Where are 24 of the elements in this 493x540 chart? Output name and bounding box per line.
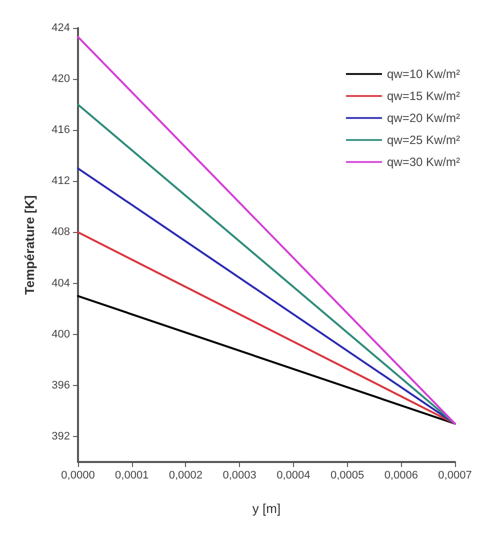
x-tick-label: 0,0004 [276, 470, 310, 482]
y-tick-label: 416 [52, 124, 70, 136]
x-tick-label: 0,0005 [330, 470, 364, 482]
x-tick-label: 0,0007 [438, 470, 472, 482]
legend-label: qw=30 Kw/m² [386, 155, 460, 169]
x-axis-title: y [m] [252, 501, 281, 516]
y-tick-label: 400 [52, 328, 70, 340]
y-tick-label: 424 [52, 22, 70, 34]
y-tick-label: 404 [52, 277, 70, 290]
legend-label: qw=10 Kw/m² [386, 67, 460, 81]
x-tick-label: 0,0006 [384, 470, 418, 482]
x-tick-label: 0,0003 [222, 470, 256, 482]
y-axis-title: Température [K] [22, 195, 37, 295]
x-tick-label: 0,0000 [61, 470, 95, 482]
y-tick-label: 408 [52, 226, 70, 238]
legend-label: qw=20 Kw/m² [386, 111, 460, 125]
legend-label: qw=25 Kw/m² [386, 133, 460, 147]
x-tick-label: 0,0002 [168, 470, 203, 482]
y-tick-label: 396 [52, 379, 70, 392]
legend-label: qw=15 Kw/m² [386, 89, 460, 103]
y-tick-label: 420 [52, 73, 70, 86]
y-tick-label: 392 [52, 430, 70, 442]
x-tick-label: 0,0001 [115, 470, 149, 482]
y-tick-label: 412 [52, 175, 70, 188]
